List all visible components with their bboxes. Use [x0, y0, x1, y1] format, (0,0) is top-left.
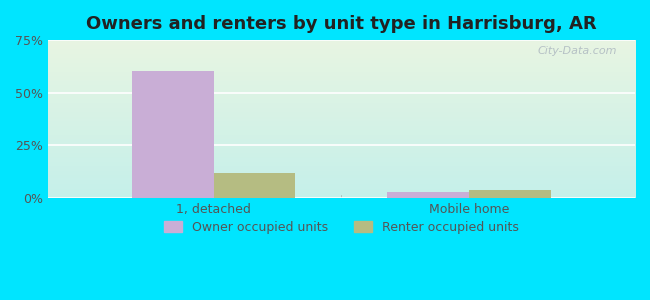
- Text: City-Data.com: City-Data.com: [538, 46, 617, 56]
- Bar: [387, 192, 469, 198]
- Title: Owners and renters by unit type in Harrisburg, AR: Owners and renters by unit type in Harri…: [86, 15, 597, 33]
- Bar: [132, 70, 214, 198]
- Bar: [469, 190, 551, 198]
- Bar: [214, 173, 296, 198]
- Legend: Owner occupied units, Renter occupied units: Owner occupied units, Renter occupied un…: [159, 216, 524, 239]
